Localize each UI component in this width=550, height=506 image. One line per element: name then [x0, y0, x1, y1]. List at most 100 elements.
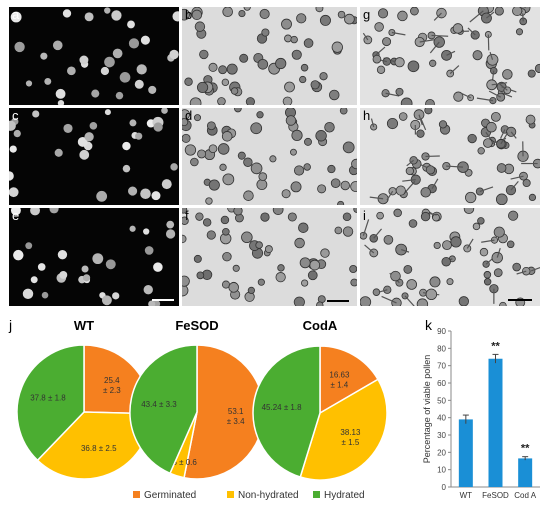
pie-slice-hydrated — [16, 344, 85, 462]
pollen-grain — [525, 114, 536, 125]
pollen-grain — [425, 288, 438, 301]
pollen-grain — [92, 253, 104, 265]
pollen-grain — [241, 231, 253, 244]
pollen-grain — [394, 57, 405, 68]
pollen-grain — [148, 300, 156, 306]
pollen-grain — [127, 20, 135, 29]
pollen-grain — [275, 272, 286, 283]
micrograph-f: f — [182, 208, 357, 306]
pollen-grain — [486, 121, 497, 133]
pollen-grain — [483, 278, 492, 286]
pollen-grain — [55, 88, 66, 99]
pollen-grain — [193, 254, 202, 263]
pie-slice-label: 45.24 ± 1.8 — [262, 403, 303, 412]
pollen-tube — [488, 90, 502, 98]
pie-charts-panel-j: j WT 25.4 ± 2.3 36.8 ± 2.5 37.8 ± 1.8 FeSOD 53… — [8, 317, 388, 501]
pollen-grain — [393, 208, 402, 218]
pollen-grain — [25, 80, 33, 87]
pollen-grain — [386, 117, 399, 130]
micrograph-d: d — [182, 108, 357, 205]
pollen-grain — [243, 157, 253, 167]
pollen-tube — [406, 159, 414, 167]
pollen-grain — [334, 226, 343, 235]
pollen-grain — [496, 163, 507, 173]
x-tick-label: Cod A — [514, 491, 536, 500]
pollen-grain — [502, 69, 513, 80]
pollen-grain — [495, 193, 508, 205]
significance-marker: ** — [521, 443, 530, 455]
pollen-grain — [257, 58, 269, 70]
pollen-tube — [476, 97, 493, 102]
pollen-grain — [349, 264, 357, 274]
pollen-grain — [351, 158, 357, 170]
pollen-grain — [486, 53, 499, 66]
pollen-grain — [184, 77, 193, 86]
pollen-grain — [91, 89, 100, 98]
pollen-grain — [234, 108, 242, 113]
pollen-tube — [381, 295, 397, 304]
pollen-tube — [446, 50, 456, 56]
pollen-grain — [190, 157, 199, 167]
pollen-grain — [317, 184, 327, 194]
pollen-grain — [197, 149, 207, 159]
panel-label: i — [363, 208, 366, 223]
pollen-grain — [395, 185, 406, 196]
legend-swatch — [313, 491, 320, 498]
scale-bar — [508, 299, 532, 301]
pollen-grain — [259, 8, 270, 20]
y-axis-label: Percentage of viable pollen — [422, 355, 432, 464]
pollen-tube — [391, 31, 406, 36]
pollen-grain — [269, 155, 277, 163]
pollen-grain — [182, 133, 191, 143]
pollen-grain — [512, 262, 522, 272]
pollen-grain — [381, 89, 390, 98]
pollen-grain — [128, 38, 140, 49]
pollen-grain — [490, 111, 501, 122]
pollen-grain — [281, 18, 292, 30]
pie-legend: Germinated Non-hydrated Hydrated — [133, 490, 365, 501]
pollen-grain — [342, 226, 354, 237]
pollen-grain — [467, 133, 477, 144]
pollen-grain — [424, 108, 433, 115]
legend-label: Hydrated — [324, 490, 365, 501]
pollen-grain — [153, 122, 163, 132]
pollen-grain — [506, 240, 515, 249]
pollen-grain — [194, 21, 206, 32]
pollen-grain — [67, 66, 76, 76]
y-tick-label: 30 — [437, 431, 446, 440]
pollen-grain — [528, 193, 537, 202]
pollen-grain — [382, 37, 392, 47]
y-tick-label: 70 — [437, 362, 446, 371]
pie-slice-hydrated — [129, 344, 198, 475]
pollen-grain — [9, 145, 17, 153]
panel-label: g — [363, 7, 371, 22]
pollen-grain — [222, 251, 232, 262]
pollen-grain — [508, 210, 519, 221]
pollen-grain — [182, 118, 189, 127]
pollen-grain — [372, 54, 382, 64]
pie-slice-label: 38.13 ± 1.5 — [340, 428, 361, 447]
pollen-grain — [228, 282, 239, 293]
bar-chart: 0 10 20 30 40 50 60 70 80 90 Percentage of viable … — [422, 327, 540, 500]
pollen-grain — [293, 296, 305, 306]
pollen-grain — [143, 285, 153, 295]
micrograph-b: b — [182, 7, 357, 105]
pollen-grain — [342, 212, 352, 222]
pollen-grain — [250, 122, 263, 135]
pollen-grain — [407, 60, 420, 73]
pollen-grain — [376, 211, 384, 220]
pollen-grain — [182, 216, 189, 225]
pollen-grain — [395, 87, 404, 96]
pollen-grain — [534, 63, 540, 74]
pollen-grain — [129, 225, 136, 232]
pollen-grain — [144, 246, 154, 255]
pollen-grain — [353, 208, 357, 213]
pollen-grain — [472, 50, 483, 61]
pollen-tube — [467, 27, 476, 36]
pollen-grain — [290, 148, 297, 156]
pollen-grain — [115, 91, 124, 100]
pollen-grain — [189, 97, 202, 105]
pollen-grain — [324, 121, 335, 133]
pollen-grain — [307, 270, 318, 281]
pollen-grain — [337, 10, 346, 19]
